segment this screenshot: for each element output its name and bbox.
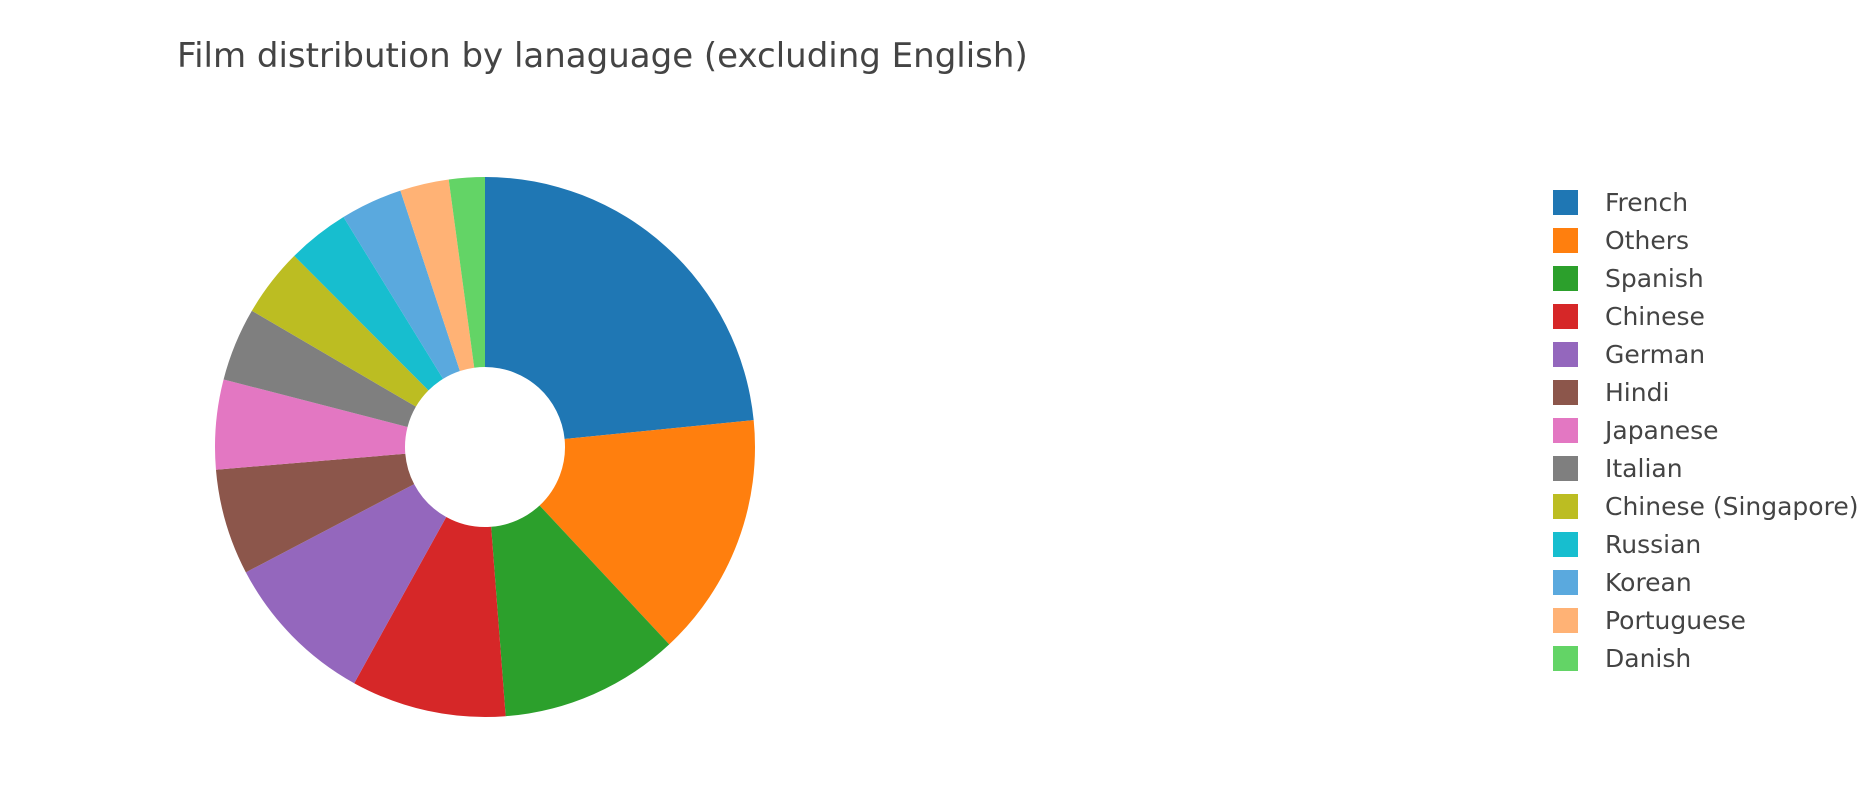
legend-item[interactable]: Chinese (Singapore) (1553, 487, 1858, 525)
legend-swatch (1553, 379, 1578, 405)
pie-slice-french[interactable] (485, 177, 754, 440)
legend-label: Hindi (1605, 377, 1670, 407)
chart-legend: French Others Spanish Chinese German Hindi Jap… (1553, 183, 1858, 677)
legend-item[interactable]: Chinese (1553, 297, 1858, 335)
legend-item[interactable]: Portuguese (1553, 601, 1858, 639)
legend-label: Others (1605, 225, 1690, 255)
pie-slice-german[interactable] (245, 484, 447, 684)
legend-label: French (1605, 187, 1689, 217)
legend-swatch (1553, 569, 1578, 595)
pie-slice-italian[interactable] (223, 310, 416, 427)
legend-swatch (1553, 303, 1578, 329)
legend-swatch (1553, 265, 1578, 291)
legend-swatch (1553, 607, 1578, 633)
legend-swatch (1553, 645, 1578, 671)
pie-slice-spanish[interactable] (491, 505, 670, 717)
legend-item[interactable]: Hindi (1553, 373, 1858, 411)
chart-title: Film distribution by lanaguage (excludin… (177, 36, 1028, 76)
legend-label: Chinese (Singapore) (1605, 491, 1859, 521)
legend-item[interactable]: Japanese (1553, 411, 1858, 449)
legend-item[interactable]: Danish (1553, 639, 1858, 677)
legend-label: Spanish (1605, 263, 1704, 293)
legend-label: Danish (1605, 643, 1692, 673)
pie-slice-danish[interactable] (448, 177, 485, 368)
legend-label: Japanese (1605, 415, 1719, 445)
pie-slice-others[interactable] (539, 420, 755, 645)
legend-swatch (1553, 493, 1578, 519)
pie-slice-portuguese[interactable] (400, 179, 475, 372)
pie-slice-chinese-singapore[interactable] (251, 255, 429, 407)
legend-item[interactable]: Korean (1553, 563, 1858, 601)
pie-slice-japanese[interactable] (215, 379, 408, 470)
legend-label: Russian (1605, 529, 1702, 559)
legend-item[interactable]: Spanish (1553, 259, 1858, 297)
legend-item[interactable]: Others (1553, 221, 1858, 259)
legend-swatch (1553, 417, 1578, 443)
legend-label: German (1605, 339, 1706, 369)
legend-swatch (1553, 341, 1578, 367)
legend-label: Italian (1605, 453, 1683, 483)
legend-swatch (1553, 227, 1578, 253)
pie-slice-korean[interactable] (343, 190, 460, 379)
legend-label: Portuguese (1605, 605, 1746, 635)
pie-slice-hindi[interactable] (215, 453, 415, 573)
legend-swatch (1553, 531, 1578, 557)
legend-item[interactable]: Russian (1553, 525, 1858, 563)
legend-swatch (1553, 189, 1578, 215)
legend-label: Chinese (1605, 301, 1705, 331)
legend-item[interactable]: Italian (1553, 449, 1858, 487)
legend-label: Korean (1605, 567, 1692, 597)
pie-slice-russian[interactable] (294, 217, 444, 391)
legend-item[interactable]: German (1553, 335, 1858, 373)
pie-slice-chinese[interactable] (354, 516, 506, 717)
legend-item[interactable]: French (1553, 183, 1858, 221)
legend-swatch (1553, 455, 1578, 481)
